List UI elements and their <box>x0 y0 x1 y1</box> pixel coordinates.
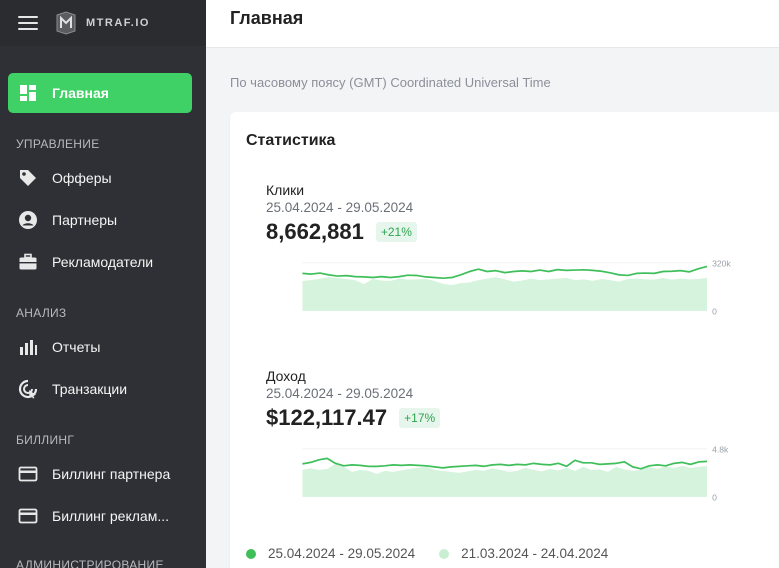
sidebar-item-label: Биллинг реклам... <box>52 508 169 524</box>
sidebar-item-label: Отчеты <box>52 339 101 355</box>
sidebar-item-label: Офферы <box>52 170 112 186</box>
metric-range: 25.04.2024 - 29.05.2024 <box>266 200 414 215</box>
bar-chart-icon <box>18 337 38 357</box>
sidebar: MTRAF.IO Главная УПРАВЛЕНИЕ Офферы Партн… <box>0 0 206 568</box>
sidebar-item-home[interactable]: Главная <box>8 73 192 113</box>
sidebar-item-label: Рекламодатели <box>52 254 154 270</box>
revenue-chart: 4.8k 0 <box>302 444 729 502</box>
chart-legend: 25.04.2024 - 29.05.2024 21.03.2024 - 24.… <box>246 546 632 561</box>
logo-icon <box>56 11 76 35</box>
briefcase-icon <box>18 252 38 272</box>
card-icon <box>18 464 38 484</box>
card-icon <box>18 506 38 526</box>
metric-label: Клики <box>266 182 305 198</box>
change-badge: +21% <box>375 222 417 242</box>
metric-revenue: Доход 25.04.2024 - 29.05.2024 $122,117.4… <box>266 368 746 431</box>
change-badge: +17% <box>399 408 441 428</box>
metric-value: $122,117.47 <box>266 405 388 430</box>
sidebar-item-label: Главная <box>52 85 109 101</box>
timezone-note: По часовому поясу (GMT) Coordinated Univ… <box>230 75 551 90</box>
sidebar-item-advertiser-billing[interactable]: Биллинг реклам... <box>8 496 192 536</box>
sidebar-item-reports[interactable]: Отчеты <box>8 327 192 367</box>
legend-entry-current[interactable]: 25.04.2024 - 29.05.2024 <box>246 546 415 561</box>
legend-swatch <box>246 548 256 559</box>
sidebar-item-advertisers[interactable]: Рекламодатели <box>8 242 192 282</box>
sidebar-item-label: Транзакции <box>52 381 128 397</box>
section-management: УПРАВЛЕНИЕ <box>16 137 100 151</box>
legend-entry-previous[interactable]: 21.03.2024 - 24.04.2024 <box>439 546 608 561</box>
card-title: Статистика <box>246 132 336 149</box>
y-axis-min-label: 0 <box>712 492 717 502</box>
series-current-line <box>302 265 708 280</box>
user-circle-icon <box>18 210 38 230</box>
sidebar-topbar: MTRAF.IO <box>0 0 206 46</box>
section-administration: АДМИНИСТРИРОВАНИЕ <box>16 558 164 568</box>
page-title: Главная <box>230 8 304 28</box>
y-axis-max-label: 4.8k <box>712 444 729 454</box>
legend-swatch <box>439 548 450 559</box>
transactions-icon <box>18 379 38 399</box>
metric-range: 25.04.2024 - 29.05.2024 <box>266 386 414 401</box>
legend-label: 25.04.2024 - 29.05.2024 <box>268 546 416 561</box>
section-billing: БИЛЛИНГ <box>16 433 75 447</box>
series-previous-area <box>302 277 707 311</box>
section-analysis: АНАЛИЗ <box>16 306 67 320</box>
dashboard-icon <box>18 83 38 103</box>
y-axis-min-label: 0 <box>712 306 717 316</box>
menu-icon[interactable] <box>18 16 38 30</box>
logo-text: MTRAF.IO <box>86 17 150 29</box>
clicks-chart: 320k 0 <box>302 258 731 316</box>
metric-clicks: Клики 25.04.2024 - 29.05.2024 8,662,881 … <box>266 182 746 245</box>
legend-label: 21.03.2024 - 24.04.2024 <box>461 546 609 561</box>
sidebar-item-label: Партнеры <box>52 212 118 228</box>
logo[interactable]: MTRAF.IO <box>54 11 150 35</box>
series-previous-area <box>302 463 707 497</box>
sidebar-item-partners[interactable]: Партнеры <box>8 200 192 240</box>
y-axis-max-label: 320k <box>712 258 731 268</box>
sidebar-item-label: Биллинг партнера <box>52 466 171 482</box>
tag-icon <box>18 168 38 188</box>
statistics-card: Статистика Клики 25.04.2024 - 29.05.2024… <box>230 112 779 568</box>
sidebar-item-offers[interactable]: Офферы <box>8 158 192 198</box>
metric-value: 8,662,881 <box>266 219 364 244</box>
page-header: Главная <box>206 0 779 48</box>
sidebar-item-partner-billing[interactable]: Биллинг партнера <box>8 454 192 494</box>
sidebar-item-transactions[interactable]: Транзакции <box>8 369 192 409</box>
metric-label: Доход <box>266 368 306 384</box>
series-current-line <box>302 457 708 470</box>
